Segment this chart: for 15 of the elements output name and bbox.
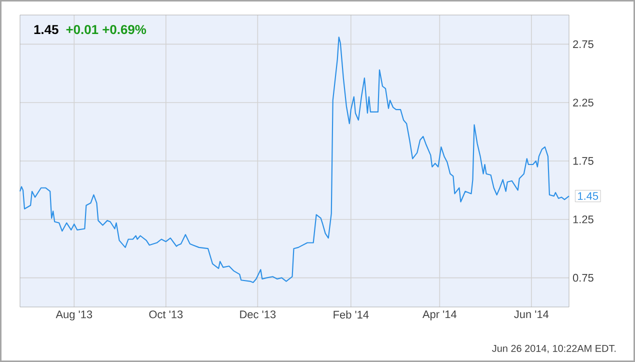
y-tick-label: 1.25 <box>573 216 594 224</box>
x-tick-label: Dec '13 <box>240 310 276 318</box>
x-tick-label: Apr '14 <box>422 310 457 320</box>
x-tick-label: Aug '13 <box>56 310 92 320</box>
x-tick-label: Feb '14 <box>334 310 369 319</box>
text: +0.01 +0.69% <box>66 24 146 34</box>
text: Jun 26 2014, 10:22AM EDT. <box>492 344 616 354</box>
x-tick-label: Oct '13 <box>149 310 183 318</box>
y-tick-label: 2.25 <box>573 98 594 106</box>
x-tick-label: Jun '14 <box>514 310 549 318</box>
text: 1.45 <box>34 25 58 34</box>
y-tick-label: 0.75 <box>572 274 594 282</box>
y-tick-label: 2.75 <box>573 40 594 48</box>
y-tick-label: 1.75 <box>573 157 594 165</box>
annotation: 1.45 <box>578 192 598 200</box>
